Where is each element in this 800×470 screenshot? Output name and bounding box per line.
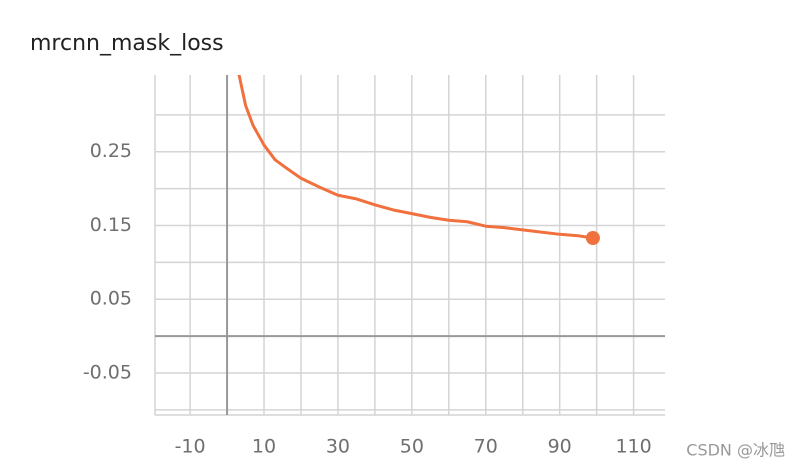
x-tick-label: 70: [474, 436, 498, 458]
watermark: CSDN @冰虺: [686, 441, 785, 460]
x-tick-label: -10: [175, 436, 206, 458]
chart-title: mrcnn_mask_loss: [30, 31, 224, 56]
y-tick-label: 0.25: [90, 140, 132, 162]
x-tick-label: 90: [548, 436, 572, 458]
x-tick-label: 110: [615, 436, 651, 458]
y-tick-label: 0.15: [90, 214, 132, 236]
x-tick-label: 10: [252, 436, 276, 458]
x-tick-label: 50: [400, 436, 424, 458]
end-point: [585, 230, 600, 245]
line-series: [237, 75, 594, 240]
x-tick-label: 30: [326, 436, 350, 458]
y-tick-label: 0.05: [90, 288, 132, 310]
y-tick-label: -0.05: [83, 361, 132, 383]
